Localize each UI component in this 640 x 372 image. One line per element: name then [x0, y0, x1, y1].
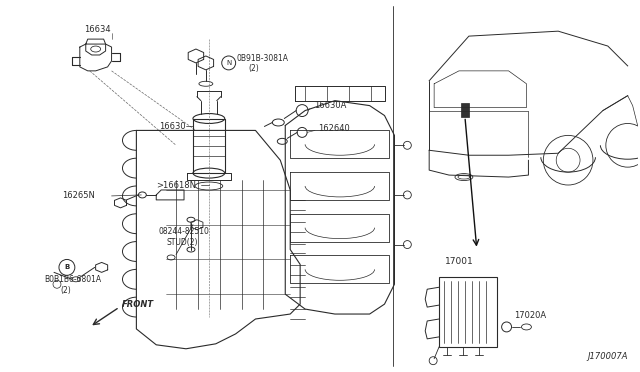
Text: 162640: 162640 — [318, 124, 350, 133]
Bar — [439, 277, 497, 347]
Text: 17001: 17001 — [445, 257, 474, 266]
Text: 0B91B-3081A: 0B91B-3081A — [237, 54, 289, 64]
Text: 16630: 16630 — [159, 122, 186, 131]
Text: 17020A: 17020A — [515, 311, 547, 320]
Text: FRONT: FRONT — [122, 299, 154, 309]
Text: 16630A: 16630A — [314, 101, 346, 110]
Text: B0B1B6-6801A: B0B1B6-6801A — [44, 275, 101, 284]
Text: 16265N: 16265N — [62, 192, 95, 201]
Text: (2): (2) — [60, 286, 70, 295]
Text: B: B — [64, 264, 70, 270]
Text: J170007A: J170007A — [587, 352, 628, 361]
Text: N: N — [226, 60, 231, 66]
Text: STUD(2): STUD(2) — [166, 238, 198, 247]
Bar — [461, 103, 469, 116]
Text: (2): (2) — [248, 64, 259, 73]
Text: 16634: 16634 — [84, 25, 111, 34]
Text: >16618N: >16618N — [156, 180, 196, 189]
Text: 08244-82510: 08244-82510 — [158, 227, 209, 236]
